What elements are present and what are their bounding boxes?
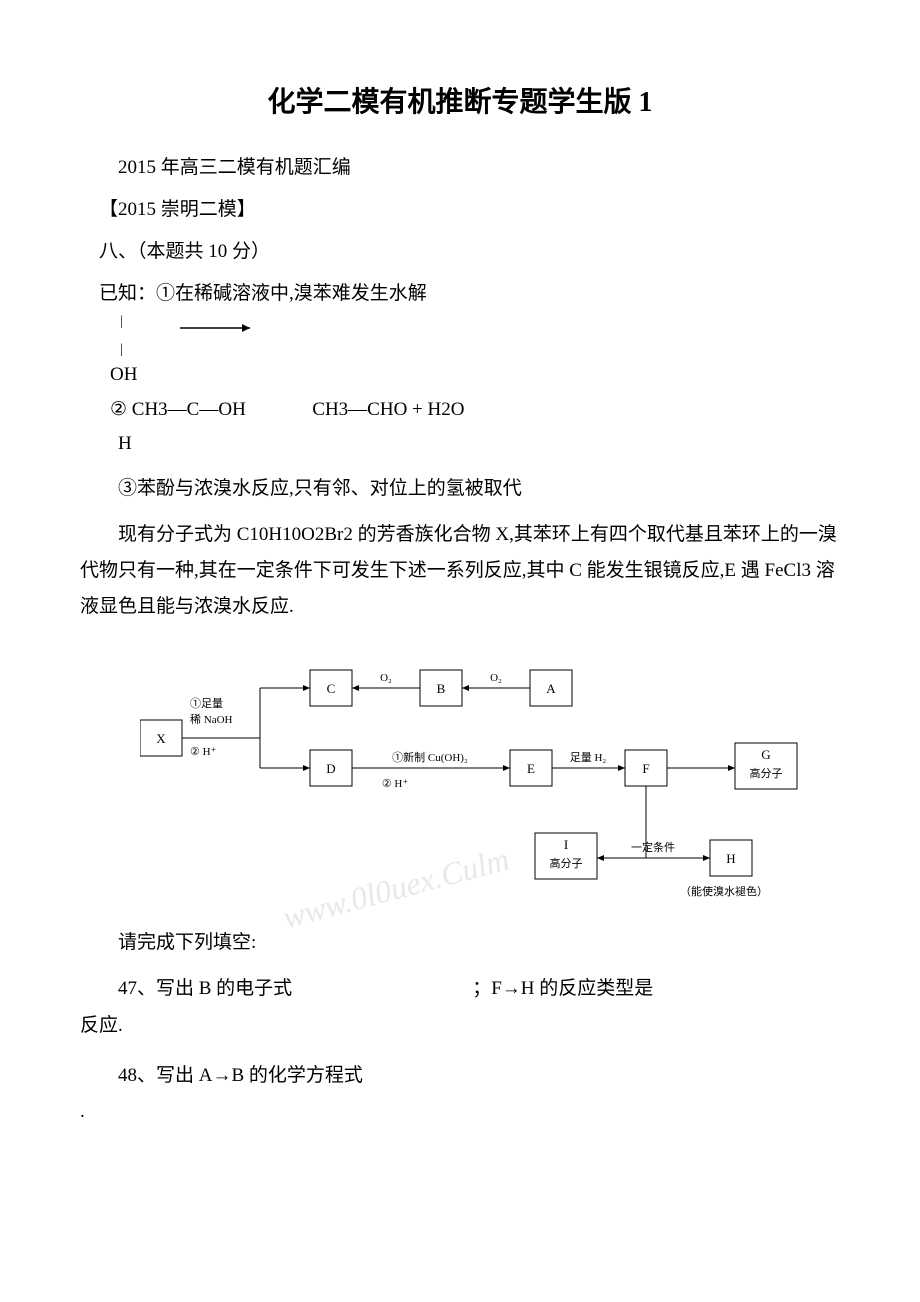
reaction-arrow-row: | [120, 318, 840, 348]
q47-text-c: 反应. [80, 1015, 123, 1036]
svg-text:E: E [527, 761, 535, 776]
page-title: 化学二模有机推断专题学生版 1 [80, 80, 840, 120]
svg-text:B: B [437, 681, 446, 696]
q47-text: 47、写出 B 的电子式 [118, 978, 292, 999]
svg-text:①新制 Cu(OH)₂: ①新制 Cu(OH)₂ [392, 750, 468, 764]
svg-text:（能使溴水褪色）: （能使溴水褪色） [680, 884, 768, 898]
section-label: 八、（本题共 10 分） [80, 234, 840, 270]
svg-text:② H⁺: ② H⁺ [382, 778, 409, 790]
svg-text:高分子: 高分子 [750, 766, 783, 780]
question-48-end: . [80, 1094, 840, 1130]
chem-oh: OH [110, 358, 840, 392]
question-47: 47、写出 B 的电子式 ；F→H 的反应类型是 [80, 971, 840, 1007]
arrow-icon [180, 318, 260, 338]
subtitle: 2015 年高三二模有机题汇编 [80, 150, 840, 186]
svg-text:② H⁺: ② H⁺ [190, 746, 217, 758]
question-47-continue: 反应. [80, 1008, 840, 1044]
condition-3: ③苯酚与浓溴水反应,只有邻、对位上的氢被取代 [80, 471, 840, 507]
svg-text:H: H [726, 851, 735, 866]
svg-text:足量 H₂: 足量 H₂ [570, 751, 607, 764]
svg-text:F: F [642, 761, 649, 776]
svg-text:I: I [564, 837, 568, 852]
question-48: 48、写出 A→B 的化学方程式 [80, 1058, 840, 1094]
svg-text:X: X [156, 731, 166, 746]
svg-text:G: G [761, 747, 770, 762]
q48-text: 48、写出 A→B 的化学方程式 [118, 1065, 363, 1086]
source-tag: 【2015 崇明二模】 [80, 192, 840, 228]
fill-prompt: 请完成下列填空: [80, 925, 840, 961]
svg-text:高分子: 高分子 [550, 856, 583, 870]
chem-h: H [118, 427, 840, 461]
svg-text:O₂: O₂ [490, 672, 502, 684]
svg-text:①足量: ①足量 [190, 697, 223, 710]
reaction-flowchart: X C D B A E F G 高分子 H I 高分子 ①足量稀 NaOH ② H⁺ O₂ O₂ ①新制 Cu(… [140, 645, 840, 905]
known-intro: 已知：①在稀碱溶液中,溴苯难发生水解 [80, 276, 840, 312]
svg-text:O₂: O₂ [380, 672, 392, 684]
svg-text:C: C [327, 681, 336, 696]
svg-text:一定条件: 一定条件 [631, 840, 675, 854]
chem-reaction-line: ② CH3—C—OH CH3—CHO + H2O [110, 393, 840, 427]
svg-text:D: D [326, 761, 335, 776]
svg-text:稀 NaOH: 稀 NaOH [190, 713, 233, 726]
q47-text-b: ；F→H 的反应类型是 [472, 978, 653, 999]
main-paragraph: 现有分子式为 C10H10O2Br2 的芳香族化合物 X,其苯环上有四个取代基且… [80, 517, 840, 625]
svg-text:A: A [546, 681, 556, 696]
